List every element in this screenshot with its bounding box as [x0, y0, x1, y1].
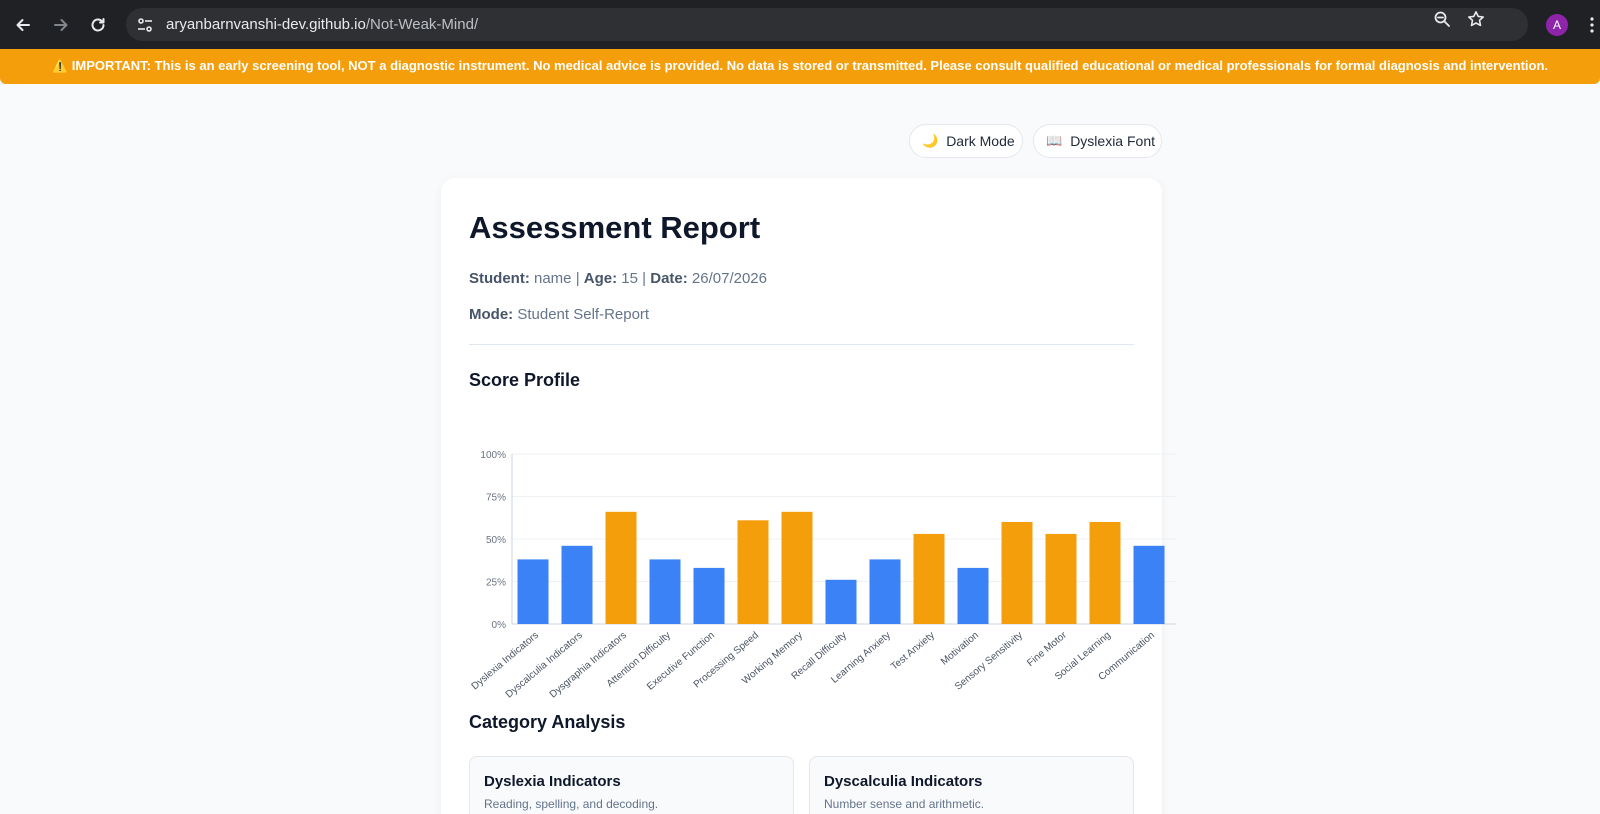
age-label: Age: [583, 270, 618, 287]
bookmark-star-icon[interactable] [1464, 7, 1488, 31]
bar [781, 511, 813, 624]
bar [957, 567, 989, 624]
bar [605, 511, 637, 624]
student-label: Student: [469, 270, 530, 287]
bar [825, 579, 857, 624]
page-title: Assessment Report [469, 210, 761, 245]
bar [1045, 533, 1077, 624]
bar [561, 545, 593, 624]
bar [649, 559, 681, 624]
category-card-dyslexia: Dyslexia Indicators Reading, spelling, a… [469, 756, 794, 814]
y-tick-label: 75% [486, 493, 506, 504]
mode-value: Student Self-Report [517, 306, 650, 323]
book-icon: 📖 [1046, 133, 1063, 148]
category-title: Dyslexia Indicators [484, 773, 621, 790]
mode-label: Mode: [469, 306, 514, 323]
dyslexia-font-label: Dyslexia Font [1070, 133, 1155, 149]
score-profile-chart: 0%25%50%75%100%Dyslexia IndicatorsDyscal… [470, 450, 1176, 701]
x-tick-label: Dyscalculia Indicators [504, 630, 585, 701]
x-tick-label: Test Anxiety [889, 630, 937, 673]
forward-arrow-icon[interactable] [48, 12, 74, 38]
x-tick-label: Dysgraphia Indicators [548, 630, 629, 701]
bar [693, 567, 725, 624]
url-text: aryanbarnvanshi-dev.github.io/Not-Weak-M… [166, 16, 478, 33]
category-card-dyscalculia: Dyscalculia Indicators Number sense and … [809, 756, 1134, 814]
category-desc: Reading, spelling, and decoding. [484, 797, 659, 811]
age-value: 15 [621, 270, 638, 287]
zoom-icon[interactable] [1430, 7, 1454, 31]
y-tick-label: 0% [492, 620, 507, 631]
address-bar[interactable]: aryanbarnvanshi-dev.github.io/Not-Weak-M… [126, 8, 1528, 41]
bar [869, 559, 901, 624]
category-analysis-heading: Category Analysis [469, 712, 626, 732]
divider [469, 344, 1134, 345]
back-arrow-icon[interactable] [10, 12, 36, 38]
mode-info: Mode: Student Self-Report [469, 306, 649, 323]
profile-avatar[interactable]: A [1546, 14, 1568, 36]
disclaimer-banner: ⚠️ IMPORTANT: This is an early screening… [0, 49, 1600, 84]
y-tick-label: 25% [486, 578, 506, 589]
bar [737, 520, 769, 624]
x-tick-label: Motivation [939, 630, 981, 668]
browser-toolbar: aryanbarnvanshi-dev.github.io/Not-Weak-M… [0, 0, 1600, 49]
y-tick-label: 50% [486, 535, 506, 546]
moon-icon: 🌙 [922, 133, 939, 148]
date-value: 26/07/2026 [691, 270, 767, 287]
student-value: name [534, 270, 572, 287]
url-host: aryanbarnvanshi-dev.github.io [166, 16, 366, 33]
bar [1133, 545, 1165, 624]
dark-mode-toggle[interactable]: 🌙 Dark Mode [909, 124, 1023, 158]
student-info: Student: name | Age: 15 | Date: 26/07/20… [469, 270, 767, 287]
bar [1001, 522, 1033, 624]
dyslexia-font-toggle[interactable]: 📖 Dyslexia Font [1033, 124, 1162, 158]
dark-mode-label: Dark Mode [946, 133, 1015, 149]
browser-menu-icon[interactable] [1590, 17, 1594, 33]
x-tick-label: Fine Motor [1025, 629, 1069, 669]
category-desc: Number sense and arithmetic. [824, 797, 985, 811]
y-tick-label: 100% [480, 450, 506, 461]
bar [913, 533, 945, 624]
reload-icon[interactable] [85, 12, 111, 38]
bar [517, 559, 549, 624]
category-title: Dyscalculia Indicators [824, 773, 983, 790]
bar [1089, 522, 1121, 624]
score-profile-heading: Score Profile [469, 370, 581, 390]
date-label: Date: [650, 270, 688, 287]
url-path: /Not-Weak-Mind/ [365, 16, 479, 33]
site-info-icon[interactable] [136, 16, 154, 34]
